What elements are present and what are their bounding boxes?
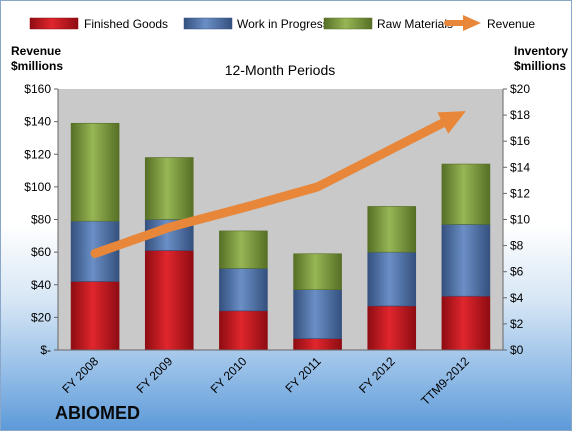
right-tick-label: $4 [510, 291, 524, 305]
bar-finished-goods-fy-2009 [144, 250, 194, 351]
bar-raw-materials-fy-2011 [293, 253, 342, 290]
right-tick-label: $10 [510, 213, 530, 227]
bar-raw-materials-fy-2012 [367, 206, 417, 253]
bar-raw-materials-ttm9-2012 [441, 163, 491, 225]
legend-label-finished-goods: Finished Goods [84, 17, 168, 31]
legend-label-raw-materials: Raw Materials [377, 17, 453, 31]
left-axis-title-line1: Revenue [11, 44, 61, 58]
left-tick-label: $160 [24, 82, 51, 96]
company-name: ABIOMED [55, 403, 140, 423]
bar-raw-materials-fy-2010 [219, 230, 268, 269]
bar-finished-goods-fy-2012 [367, 305, 417, 351]
legend-label-revenue: Revenue [487, 17, 535, 31]
bar-finished-goods-fy-2008 [70, 281, 120, 351]
bar-finished-goods-fy-2010 [219, 310, 268, 351]
stacked-bars [70, 122, 491, 351]
left-axis-title-line2: $millions [11, 59, 63, 73]
right-tick-label: $0 [510, 343, 524, 357]
right-tick-label: $8 [510, 239, 524, 253]
bar-raw-materials-fy-2008 [70, 122, 120, 222]
right-tick-label: $6 [510, 265, 524, 279]
left-tick-label: $100 [24, 180, 51, 194]
left-tick-label: $140 [24, 115, 51, 129]
left-tick-label: $120 [24, 147, 51, 161]
x-axis-labels: FY 2008 FY 2009 FY 2010 FY 2011 FY 2012 TTM9-… [59, 354, 472, 408]
x-tick-label: TTM9-2012 [418, 354, 472, 408]
x-tick-label: FY 2010 [208, 354, 250, 396]
right-tick-label: $16 [510, 134, 530, 148]
bar-finished-goods-fy-2011 [293, 338, 342, 351]
bar-finished-goods-ttm9-2012 [441, 295, 491, 351]
left-axis-ticks: $- $20 $40 $60 $80 $100 $120 $140 $160 [24, 82, 58, 357]
bar-work-in-progress-fy-2011 [293, 289, 342, 339]
legend: Finished Goods Work in Progress Raw Mate… [29, 15, 535, 31]
right-tick-label: $14 [510, 160, 530, 174]
right-axis-ticks: $0 $2 $4 $6 $8 $10 $12 $14 $16 $18 $20 [503, 82, 530, 357]
left-tick-label: $- [40, 343, 51, 357]
right-tick-label: $12 [510, 186, 530, 200]
right-tick-label: $2 [510, 317, 524, 331]
bar-work-in-progress-fy-2010 [219, 268, 268, 312]
right-axis-title-line1: Inventory [514, 44, 568, 58]
x-tick-label: FY 2008 [59, 354, 101, 396]
x-tick-label: FY 2011 [283, 354, 324, 395]
left-tick-label: $40 [31, 278, 51, 292]
right-tick-label: $20 [510, 82, 530, 96]
legend-swatch-revenue [444, 15, 481, 31]
bar-work-in-progress-ttm9-2012 [441, 224, 491, 297]
legend-label-work-in-progress: Work in Progress [237, 17, 329, 31]
right-tick-label: $18 [510, 108, 530, 122]
right-axis-title-line2: $millions [514, 59, 566, 73]
revenue-line-path [90, 118, 448, 258]
revenue-arrow [90, 111, 466, 258]
left-tick-label: $80 [31, 213, 51, 227]
legend-swatch-finished-goods [29, 17, 79, 30]
x-tick-label: FY 2012 [356, 354, 398, 396]
bar-raw-materials-fy-2009 [144, 157, 194, 220]
left-tick-label: $60 [31, 245, 51, 259]
x-tick-label: FY 2009 [134, 354, 176, 396]
legend-swatch-raw-materials [323, 17, 373, 30]
revenue-arrowhead [437, 111, 466, 134]
legend-swatch-work-in-progress [183, 17, 233, 30]
chart-subtitle: 12-Month Periods [225, 62, 336, 78]
bar-work-in-progress-fy-2012 [367, 251, 417, 307]
left-tick-label: $20 [31, 310, 51, 324]
